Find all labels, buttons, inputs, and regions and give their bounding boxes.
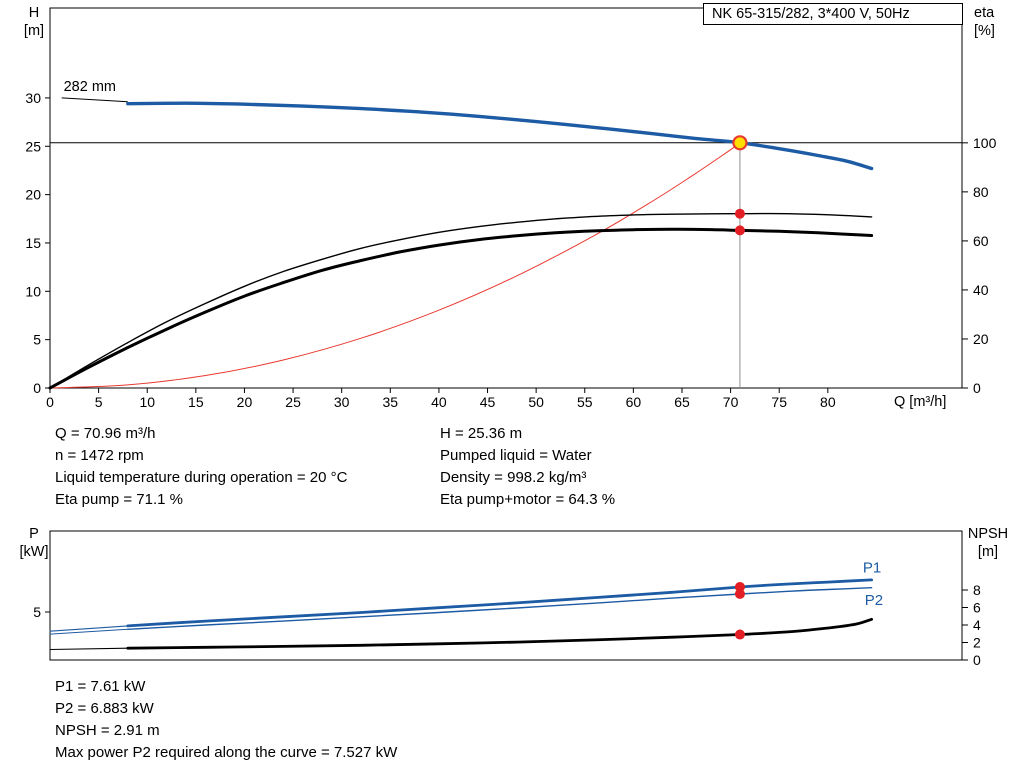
- x-tick-label: 10: [139, 394, 155, 410]
- y-right-tick-label: 0: [973, 652, 981, 668]
- y-left-tick-label: 10: [25, 283, 41, 299]
- y-left-tick-label: 5: [33, 604, 41, 620]
- x-tick-label: 60: [626, 394, 642, 410]
- p-axis-symbol: P: [29, 526, 39, 542]
- x-tick-label: 75: [771, 394, 787, 410]
- npsh-axis-symbol: NPSH: [967, 526, 1009, 542]
- power-npsh-chart: 5 0 24 68 P1 P2: [33, 530, 981, 668]
- y-right-tick-label: 20: [973, 331, 989, 347]
- y-right-tick-label: 8: [973, 582, 981, 598]
- x-tick-label: 0: [46, 394, 54, 410]
- x-tick-label: 65: [674, 394, 690, 410]
- q-axis-label: Q [m³/h]: [894, 394, 947, 410]
- eta-axis-unit: [%]: [974, 23, 995, 39]
- p1-dot: [734, 581, 745, 592]
- eta-pump-motor-curve: [48, 227, 874, 390]
- p2-value: P2 = 6.883 kW: [55, 700, 154, 717]
- p1-lead-line: [49, 625, 129, 632]
- power-npsh-chart-frame: [49, 530, 963, 661]
- x-tick-label: 15: [188, 394, 204, 410]
- y-right-tick-label: 0: [973, 380, 981, 396]
- eta-pump-curve: [49, 212, 873, 389]
- y-right-tick-label: 4: [973, 617, 981, 633]
- y-left-tick-label: 20: [25, 187, 41, 203]
- h-axis-unit: [m]: [23, 23, 45, 39]
- y-left-tick-label: 15: [25, 235, 41, 251]
- p-axis-label: P [kW]: [12, 525, 56, 561]
- npsh-axis-unit: [m]: [977, 544, 999, 560]
- x-tick-label: 80: [820, 394, 836, 410]
- x-tick-label: 5: [95, 394, 103, 410]
- npsh-lead-line: [49, 647, 129, 651]
- y-left-tick-label: 0: [33, 380, 41, 396]
- p2-curve: [127, 587, 873, 630]
- p2-dot: [734, 588, 745, 599]
- max-power-value: Max power P2 required along the curve = …: [55, 744, 398, 761]
- h-axis-symbol: H: [28, 5, 40, 21]
- eta-pump-motor-dot: [734, 225, 745, 236]
- pumped-liquid-value: Pumped liquid = Water: [440, 447, 592, 464]
- x-tick-label: 25: [285, 394, 301, 410]
- eta-pump-value: Eta pump = 71.1 %: [55, 491, 183, 508]
- x-tick-label: 20: [237, 394, 253, 410]
- p-axis-unit: [kW]: [19, 544, 49, 560]
- head-value: H = 25.36 m: [440, 425, 523, 442]
- npsh-dot: [734, 629, 745, 640]
- p1-series-label: P1: [863, 560, 881, 577]
- y-right-tick-label: 40: [973, 282, 989, 298]
- p2-lead-line: [49, 628, 129, 635]
- duty-info-right-column: H = 25.36 m Pumped liquid = Water Densit…: [440, 423, 615, 511]
- power-info-panel: P1 = 7.61 kW P2 = 6.883 kW NPSH = 2.91 m…: [55, 676, 397, 764]
- eta-pump-motor-value: Eta pump+motor = 64.3 %: [440, 491, 616, 508]
- eta-axis-symbol: eta: [974, 5, 995, 21]
- flow-value: Q = 70.96 m³/h: [55, 425, 156, 442]
- liquid-temperature-value: Liquid temperature during operation = 20…: [55, 469, 348, 486]
- x-tick-label: 55: [577, 394, 593, 410]
- pump-model-box: NK 65-315/282, 3*400 V, 50Hz: [703, 3, 963, 25]
- impeller-leader-line: [61, 97, 128, 103]
- pump-head-curve-282mm: [126, 101, 874, 171]
- x-tick-label: 50: [528, 394, 544, 410]
- npsh-curve: [126, 617, 873, 650]
- p1-value: P1 = 7.61 kW: [55, 678, 146, 695]
- speed-value: n = 1472 rpm: [55, 447, 144, 464]
- y-right-tick-label: 2: [973, 634, 981, 650]
- p2-series-label: P2: [865, 592, 883, 609]
- density-value: Density = 998.2 kg/m³: [440, 469, 587, 486]
- y-right-tick-label: 80: [973, 184, 989, 200]
- y-right-tick-label: 100: [973, 135, 997, 151]
- eta-pump-dot: [734, 208, 745, 219]
- y-left-tick-label: 30: [25, 90, 41, 106]
- x-tick-label: 45: [480, 394, 496, 410]
- y-right-tick-label: 6: [973, 599, 981, 615]
- y-left-tick-label: 5: [33, 332, 41, 348]
- qh-eta-chart-frame: [49, 7, 963, 389]
- npsh-axis-label: NPSH [m]: [962, 525, 1014, 561]
- x-tick-label: 30: [334, 394, 350, 410]
- duty-info-left-column: Q = 70.96 m³/h n = 1472 rpm Liquid tempe…: [55, 423, 347, 511]
- y-right-tick-label: 60: [973, 233, 989, 249]
- impeller-diameter-label: 282 mm: [64, 79, 116, 95]
- qh-eta-chart: 0 5 10 15 20 25 30 35 40 45 50 55 60 65 70 75 80 0 5 10 15 20…: [25, 7, 997, 410]
- h-axis-label: H [m]: [12, 4, 56, 40]
- npsh-value: NPSH = 2.91 m: [55, 722, 160, 739]
- duty-point: [732, 135, 748, 151]
- eta-axis-label: eta [%]: [974, 4, 1020, 40]
- p1-curve: [126, 578, 873, 628]
- x-tick-label: 40: [431, 394, 447, 410]
- y-left-tick-label: 25: [25, 138, 41, 154]
- x-tick-label: 70: [723, 394, 739, 410]
- system-curve: [49, 142, 741, 389]
- x-tick-label: 35: [383, 394, 399, 410]
